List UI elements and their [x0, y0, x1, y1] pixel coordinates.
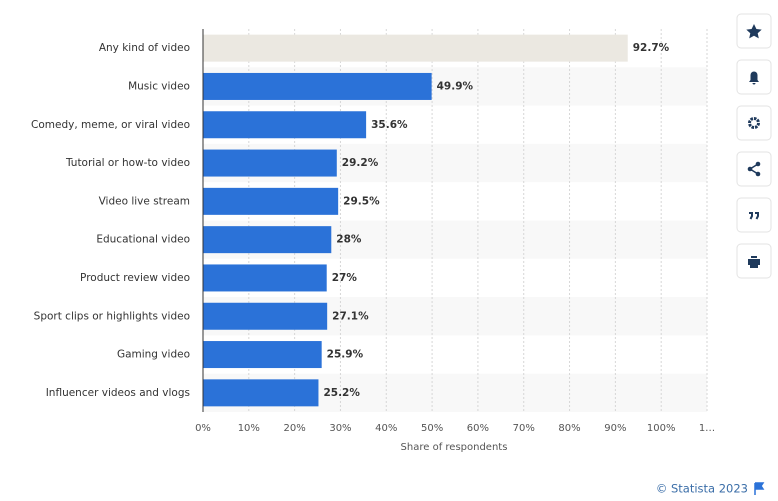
x-tick-label: 40% [375, 423, 397, 434]
y-tick-label: Product review video [80, 272, 190, 284]
x-tick-label: 60% [467, 423, 489, 434]
y-tick-label: Tutorial or how-to video [65, 157, 190, 169]
flag-icon [754, 482, 765, 495]
x-tick-label: 1… [699, 423, 715, 434]
bar [203, 111, 367, 139]
bar [203, 149, 337, 177]
bar [203, 34, 628, 62]
value-label: 28% [336, 234, 362, 246]
x-tick-label: 90% [604, 423, 626, 434]
bar [203, 72, 432, 100]
bar [203, 226, 332, 254]
x-tick-label: 0% [195, 423, 211, 434]
toolbar [736, 13, 772, 279]
value-label: 27% [332, 272, 358, 284]
y-tick-label: Video live stream [99, 195, 190, 207]
value-label: 25.2% [323, 387, 360, 399]
x-tick-label: 50% [421, 423, 443, 434]
print-button[interactable] [736, 243, 772, 279]
bar [203, 302, 328, 330]
y-tick-label: Gaming video [117, 349, 190, 361]
y-tick-label: Comedy, meme, or viral video [31, 119, 190, 131]
notification-button[interactable] [736, 59, 772, 95]
favorite-button[interactable] [736, 13, 772, 49]
value-label: 35.6% [371, 119, 408, 131]
cite-button[interactable] [736, 197, 772, 233]
value-label: 29.5% [343, 195, 380, 207]
x-tick-label: 20% [284, 423, 306, 434]
x-tick-label: 10% [238, 423, 260, 434]
bar [203, 264, 327, 292]
source: © Statista 2023 [656, 482, 748, 496]
y-tick-label: Any kind of video [99, 42, 190, 54]
x-tick-label: 30% [329, 423, 351, 434]
bar [203, 341, 322, 369]
value-label: 25.9% [327, 349, 364, 361]
share-button[interactable] [736, 151, 772, 187]
x-tick-label: 100% [647, 423, 676, 434]
y-tick-label: Music video [128, 80, 190, 92]
y-tick-label: Sport clips or highlights video [34, 310, 190, 322]
settings-button[interactable] [736, 105, 772, 141]
value-label: 29.2% [342, 157, 379, 169]
y-tick-label: Influencer videos and vlogs [46, 387, 190, 399]
value-label: 27.1% [332, 310, 369, 322]
bar [203, 187, 339, 215]
y-tick-label: Educational video [96, 234, 190, 246]
plot-area: 0% 10% 20% 30% 40% 50% 60% 70% 80% 90% 100% 1… Any k… [31, 29, 715, 434]
value-label: 49.9% [437, 80, 474, 92]
x-tick-label: 70% [513, 423, 535, 434]
value-label: 92.7% [633, 42, 670, 54]
x-tick-label: 80% [558, 423, 580, 434]
bar [203, 379, 319, 407]
x-axis-label: Share of respondents [401, 442, 508, 453]
